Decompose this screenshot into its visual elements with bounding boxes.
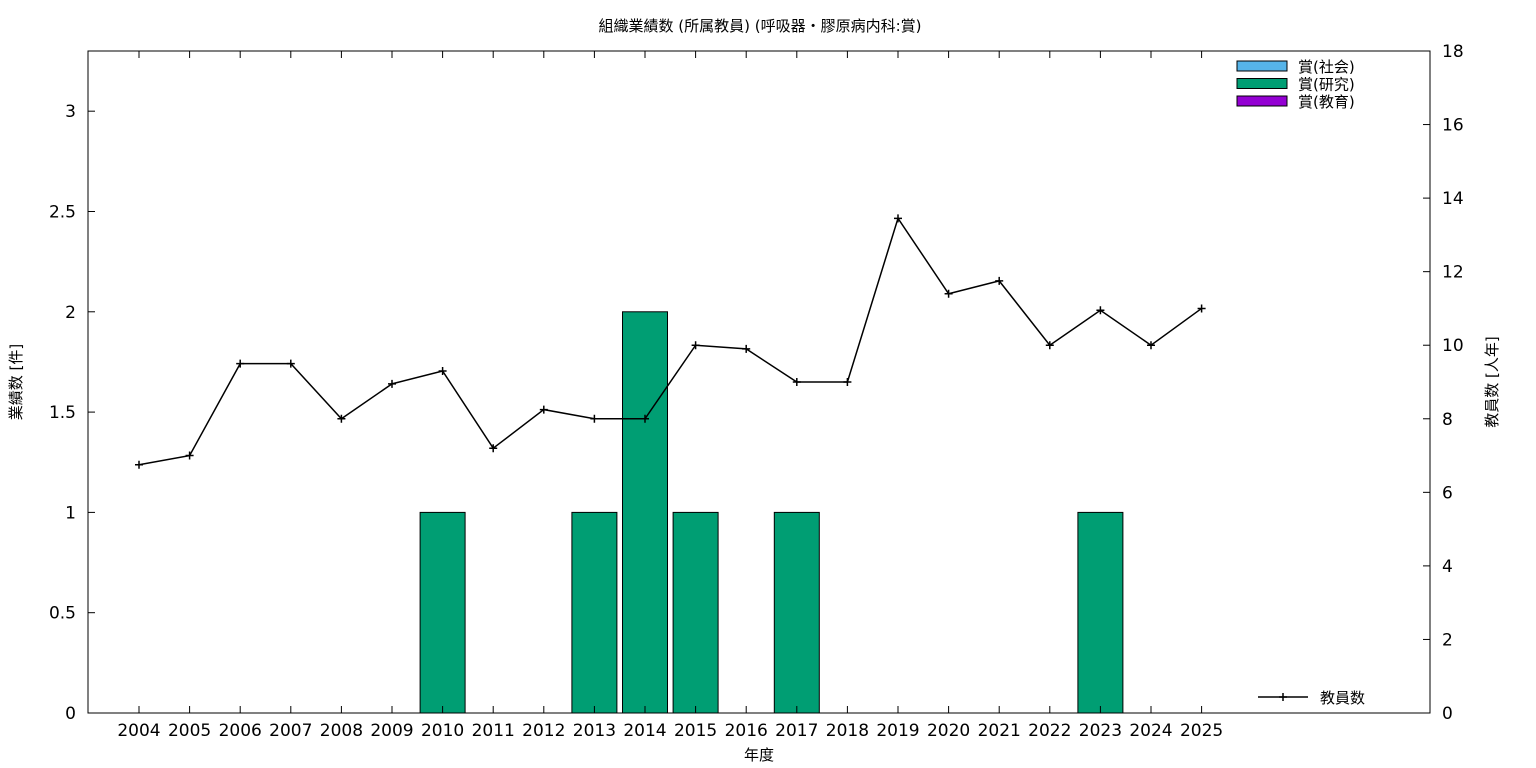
series-line	[138, 216, 1203, 466]
legend-swatch	[1236, 78, 1288, 89]
line-point	[944, 289, 953, 298]
legend: 賞(社会)賞(研究)賞(教育)	[1236, 58, 1355, 111]
line-point	[843, 378, 852, 386]
line-point	[894, 214, 902, 223]
bar	[773, 511, 820, 714]
line-point	[792, 378, 801, 386]
y-tick-label: 3	[65, 102, 76, 122]
legend-line-marker	[1279, 693, 1287, 701]
y-axis-left: 0 0.5 1 1.5 2 2.5 3	[49, 102, 95, 724]
bar	[622, 311, 668, 714]
y2-tick-label: 16	[1442, 116, 1464, 136]
line-point	[489, 444, 498, 453]
bar	[672, 511, 719, 714]
line-point	[388, 379, 396, 388]
legend-label: 賞(教育)	[1298, 93, 1355, 111]
x-tick-label: 2005	[168, 721, 211, 741]
line-point	[337, 414, 346, 423]
bar	[571, 511, 618, 714]
line-point	[135, 460, 143, 469]
y-axis-right: 0 2 4 6 8 10 12 14 16 18	[1423, 42, 1464, 724]
x-tick-label: 2023	[1079, 721, 1122, 741]
line-point	[286, 359, 295, 368]
y2-tick-label: 0	[1442, 704, 1453, 724]
x-tick-label: 2019	[876, 721, 919, 741]
y2-tick-label: 4	[1442, 557, 1453, 577]
y-tick-label: 1	[65, 503, 76, 523]
line-point	[1045, 341, 1054, 350]
bar	[419, 511, 466, 714]
x-tick-label: 2024	[1129, 721, 1172, 741]
bar	[1077, 511, 1124, 714]
y-tick-label: 0.5	[49, 604, 76, 624]
y2-tick-label: 14	[1442, 189, 1464, 209]
line-point	[236, 359, 245, 368]
x-tick-label: 2009	[370, 721, 413, 741]
line-point	[1197, 304, 1206, 313]
x-tick-label: 2021	[978, 721, 1021, 741]
x-tick-label: 2012	[522, 721, 565, 741]
x-tick-label: 2015	[674, 721, 717, 741]
line-point	[590, 414, 599, 423]
x-tick-label: 2017	[775, 721, 818, 741]
x-tick-label: 2018	[826, 721, 869, 741]
line-point	[438, 366, 447, 375]
line-point	[185, 451, 194, 460]
y-tick-label: 1.5	[49, 403, 76, 423]
x-tick-label: 2010	[421, 721, 464, 741]
y-tick-label: 0	[65, 704, 76, 724]
y-axis-label: 業績数 [件]	[7, 344, 25, 420]
x-tick-label: 2004	[117, 721, 160, 741]
x-axis: 2004 2005 2006 2007 2008 2009 2010 2011 2012 2013…	[117, 51, 1223, 741]
x-tick-label: 2016	[725, 721, 768, 741]
y2-tick-label: 18	[1442, 42, 1464, 62]
y2-tick-label: 10	[1442, 336, 1464, 356]
y2-tick-label: 2	[1442, 630, 1453, 650]
x-tick-label: 2020	[927, 721, 970, 741]
bars-group	[419, 311, 1124, 714]
y-tick-label: 2.5	[49, 202, 76, 222]
x-tick-label: 2014	[623, 721, 666, 741]
line-point	[539, 405, 548, 414]
line-point	[1096, 306, 1105, 315]
legend-label: 賞(研究)	[1298, 76, 1355, 94]
chart-title: 組織業績数 (所属教員) (呼吸器・膠原病内科:賞)	[598, 17, 921, 35]
line-point	[1147, 341, 1155, 350]
line-group	[135, 214, 1206, 469]
line-point	[742, 344, 751, 353]
y-tick-label: 2	[65, 303, 76, 323]
x-tick-label: 2006	[219, 721, 262, 741]
line-point	[691, 341, 700, 350]
legend-line: 教員数	[1258, 689, 1365, 707]
y2-axis-label: 教員数 [人年]	[1483, 336, 1501, 427]
x-tick-label: 2025	[1180, 721, 1223, 741]
legend-swatch	[1236, 60, 1288, 72]
y2-tick-label: 8	[1442, 410, 1453, 430]
x-tick-label: 2008	[320, 721, 363, 741]
legend-line-label: 教員数	[1320, 689, 1365, 707]
y2-tick-label: 6	[1442, 483, 1453, 503]
x-axis-label: 年度	[744, 746, 774, 764]
legend-swatch	[1236, 95, 1288, 107]
x-tick-label: 2011	[472, 721, 515, 741]
x-tick-label: 2022	[1028, 721, 1071, 741]
y2-tick-label: 12	[1442, 263, 1464, 283]
line-point	[995, 276, 1004, 285]
x-tick-label: 2013	[573, 721, 616, 741]
plot-frame	[87, 50, 1431, 714]
line-point	[641, 414, 649, 423]
legend-label: 賞(社会)	[1298, 58, 1355, 76]
x-tick-label: 2007	[269, 721, 312, 741]
